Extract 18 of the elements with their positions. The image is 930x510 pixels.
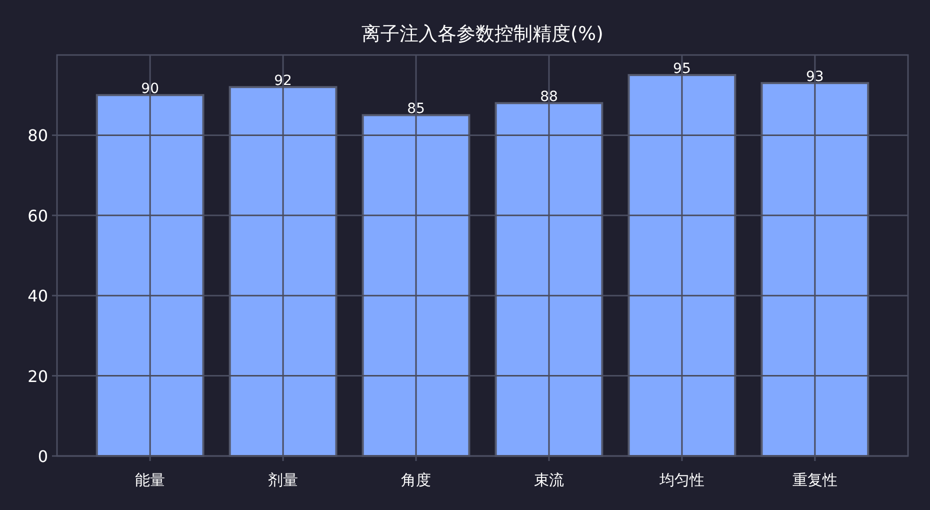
data-label: 93	[806, 69, 824, 86]
x-tick-label: 束流	[534, 471, 564, 489]
x-tick-label: 能量	[135, 471, 166, 489]
data-label: 92	[274, 73, 292, 90]
x-tick-label: 重复性	[792, 471, 838, 489]
x-tick-label: 角度	[401, 471, 432, 489]
x-tick-label: 剂量	[268, 471, 298, 489]
y-tick-label: 80	[28, 126, 48, 146]
data-label: 90	[141, 81, 159, 98]
data-label: 95	[673, 61, 691, 78]
data-label: 88	[540, 89, 558, 106]
data-label: 85	[407, 101, 425, 118]
y-tick-label: 40	[28, 286, 48, 306]
y-tick-label: 60	[28, 206, 48, 226]
y-tick-label: 20	[28, 366, 48, 386]
y-tick-label: 0	[38, 447, 48, 466]
x-tick-label: 均匀性	[658, 471, 704, 489]
chart-title: 离子注入各参数控制精度(%)	[362, 23, 604, 45]
